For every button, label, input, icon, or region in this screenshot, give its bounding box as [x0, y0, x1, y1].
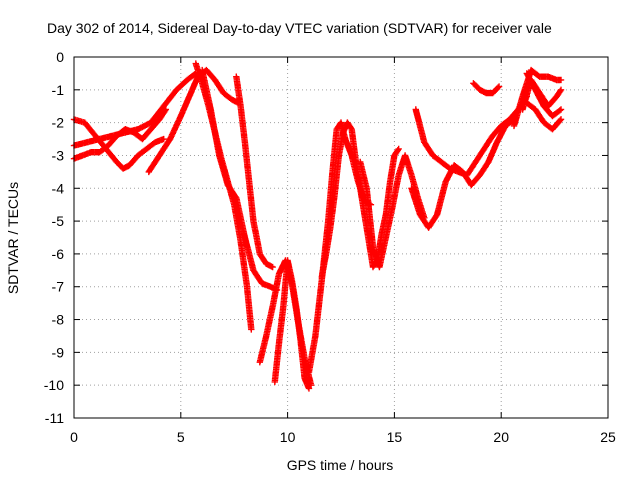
- y-tick-label: -1: [52, 82, 65, 98]
- data-point-markers: [412, 93, 531, 179]
- y-tick-label: -6: [52, 246, 65, 262]
- data-point-markers: [318, 119, 402, 281]
- data-series: [233, 73, 276, 271]
- data-series: [70, 70, 199, 149]
- data-point-markers: [70, 70, 199, 149]
- x-tick-label: 10: [280, 429, 296, 445]
- y-tick-label: -5: [52, 213, 65, 229]
- data-series: [523, 99, 565, 133]
- data-point-markers: [470, 80, 503, 97]
- data-point-markers: [233, 73, 276, 271]
- y-tick-label: -2: [52, 115, 65, 131]
- data-series: [523, 70, 565, 120]
- data-point-markers: [305, 119, 375, 376]
- x-tick-label: 20: [493, 429, 509, 445]
- data-point-markers: [357, 152, 428, 271]
- data-series: [199, 66, 281, 294]
- y-axis-label: SDTVAR / TECUs: [5, 181, 21, 295]
- plot-frame: [73, 56, 609, 419]
- data-point-markers: [192, 60, 255, 333]
- y-tick-label: -4: [52, 180, 65, 196]
- x-tick-label: 15: [387, 429, 403, 445]
- x-tick-label: 5: [177, 429, 185, 445]
- x-tick-label: 0: [70, 429, 78, 445]
- x-axis-label: GPS time / hours: [286, 457, 394, 473]
- data-point-markers: [199, 66, 281, 294]
- y-tick-label: -11: [45, 410, 64, 426]
- y-tick-label: -10: [44, 377, 64, 393]
- data-series: [305, 119, 375, 376]
- data-series: [271, 257, 313, 392]
- data-series: [192, 60, 255, 333]
- x-tick-label: 25: [600, 429, 616, 445]
- y-tick-label: -7: [52, 279, 65, 295]
- y-tick-label: -3: [52, 147, 65, 163]
- y-tick-label: -9: [52, 344, 65, 360]
- data-point-markers: [523, 70, 565, 120]
- data-series: [357, 152, 428, 271]
- y-tick-label: 0: [56, 49, 64, 65]
- ticks: 0 5 10 15 20 25 0 -1 -2 -3 -4 -5 -6 -7 -8 -9 -10 -11: [44, 49, 616, 445]
- y-tick-label: -8: [52, 312, 65, 328]
- data-series: [470, 80, 503, 97]
- data-point-markers: [271, 257, 313, 392]
- data-series: [318, 119, 402, 281]
- data-points: [70, 60, 565, 392]
- chart-title: Day 302 of 2014, Sidereal Day-to-day VTE…: [47, 20, 552, 36]
- grid: [74, 57, 608, 418]
- data-point-markers: [523, 99, 565, 133]
- data-series: [412, 93, 531, 179]
